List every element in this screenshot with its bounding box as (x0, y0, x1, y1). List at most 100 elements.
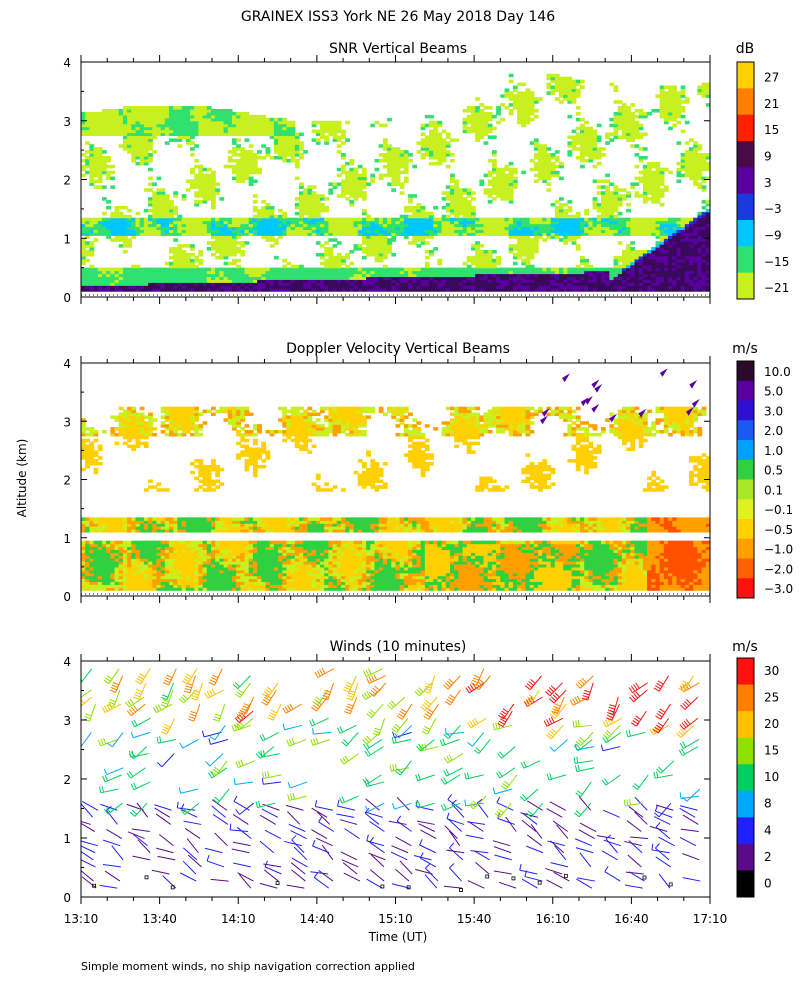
snr-cell (626, 135, 631, 139)
snr-cell (299, 205, 304, 210)
snr-cell (328, 188, 334, 192)
snr-cell (399, 185, 405, 189)
snr-cell (491, 276, 497, 280)
snr-cell (311, 217, 317, 222)
snr-cell (525, 226, 531, 231)
snr-cell (244, 114, 250, 119)
snr-cell (387, 226, 392, 231)
snr-cell (529, 158, 535, 163)
snr-cell (571, 276, 577, 280)
snr-cell (135, 156, 141, 160)
snr-cell (651, 223, 657, 228)
snr-cell (148, 156, 153, 160)
snr-cell (512, 247, 518, 251)
snr-cell (525, 238, 531, 242)
snr-cell (571, 229, 577, 233)
snr-cell (206, 129, 212, 134)
snr-cell (81, 114, 86, 119)
snr-cell (559, 223, 564, 228)
snr-cell (395, 217, 401, 222)
snr-cell (429, 138, 434, 142)
snr-cell (139, 285, 145, 289)
snr-cell (190, 106, 195, 110)
snr-cell (697, 88, 703, 92)
snr-cell (445, 132, 451, 137)
snr-cell (479, 223, 485, 228)
snr-cell (320, 232, 325, 236)
snr-cell (391, 156, 397, 160)
snr-cell (550, 232, 556, 236)
snr-cell (261, 205, 267, 210)
snr-cell (231, 153, 237, 157)
snr-cell (320, 135, 325, 139)
snr-cell (512, 103, 518, 107)
snr-cell (676, 223, 682, 228)
snr-cell (177, 120, 183, 125)
snr-cell (663, 232, 669, 236)
snr-cell (332, 220, 338, 225)
snr-cell (433, 141, 439, 145)
snr-cell (336, 285, 342, 289)
snr-cell (349, 170, 355, 175)
snr-cell (169, 123, 174, 128)
snr-cell (651, 285, 657, 289)
snr-cell (630, 123, 636, 128)
snr-cell (588, 279, 594, 283)
snr-cell (605, 276, 610, 280)
snr-cell (227, 223, 233, 228)
snr-cell (584, 141, 589, 145)
snr-cell (340, 167, 346, 172)
snr-cell (122, 141, 128, 145)
snr-cell (143, 109, 149, 113)
snr-cell (181, 126, 187, 131)
snr-cell (328, 255, 334, 260)
snr-cell (210, 182, 216, 186)
snr-cell (500, 282, 506, 286)
snr-cell (101, 185, 107, 189)
snr-cell (164, 129, 170, 134)
snr-cell (135, 161, 141, 166)
snr-cell (617, 279, 623, 283)
snr-cell (303, 288, 309, 292)
snr-cell (89, 279, 95, 283)
snr-cell (508, 94, 514, 98)
snr-cell (487, 106, 493, 110)
snr-cell (93, 288, 99, 292)
snr-cell (332, 217, 338, 222)
snr-cell (638, 264, 644, 269)
snr-cell (340, 217, 346, 222)
snr-cell (689, 252, 694, 257)
snr-cell (596, 138, 602, 142)
snr-cell (672, 229, 678, 233)
snr-cell (311, 273, 317, 278)
snr-cell (135, 276, 141, 280)
snr-cell (592, 197, 598, 201)
snr-cell (89, 120, 95, 125)
snr-cell (676, 109, 682, 113)
snr-cell (244, 241, 250, 245)
snr-cell (399, 282, 405, 286)
snr-cell (210, 217, 216, 222)
snr-cell (580, 153, 585, 157)
snr-cell (185, 282, 191, 286)
snr-cell (458, 282, 464, 286)
snr-cell (609, 220, 615, 225)
snr-cell (190, 220, 195, 225)
snr-cell (240, 123, 246, 128)
snr-cell (131, 223, 137, 228)
snr-cell (328, 247, 334, 251)
snr-cell (248, 167, 254, 172)
snr-cell (626, 117, 631, 122)
snr-cell (575, 217, 581, 222)
snr-cell (139, 132, 145, 137)
snr-cell (122, 220, 128, 225)
snr-cell (693, 241, 699, 245)
snr-cell (408, 205, 413, 210)
snr-cell (382, 250, 388, 254)
snr-cell (655, 252, 661, 257)
snr-cell (663, 285, 669, 289)
snr-cell (106, 205, 111, 210)
snr-cell (592, 220, 598, 225)
snr-cell (412, 238, 418, 242)
snr-cell (244, 267, 250, 272)
